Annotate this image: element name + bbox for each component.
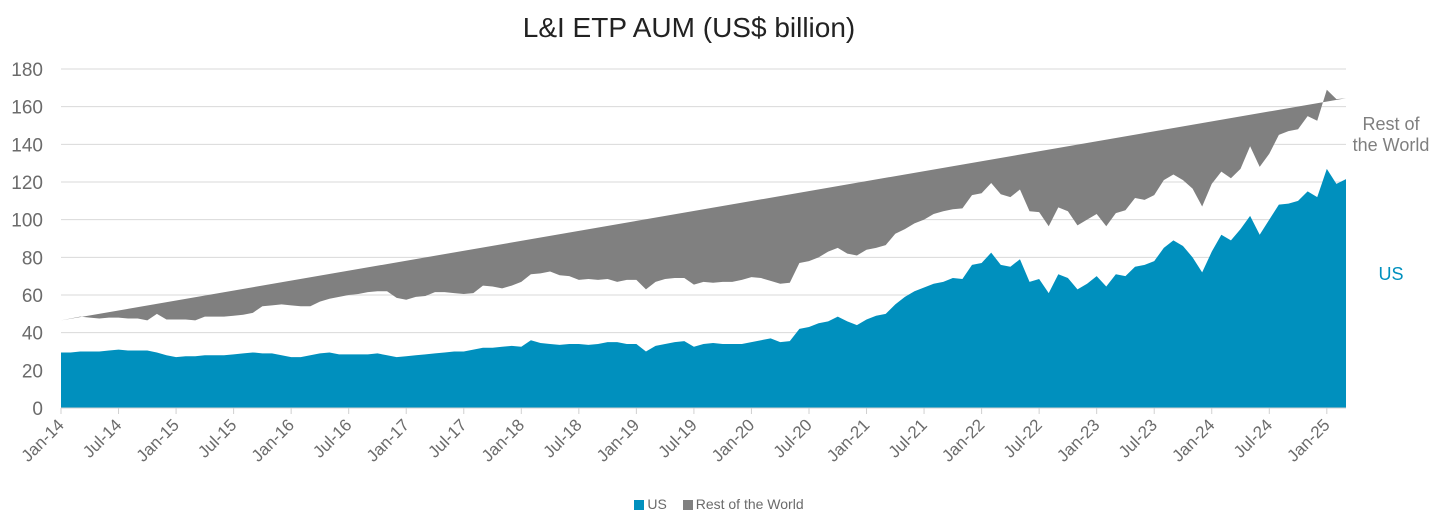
x-tick-label: Jan-15 [133, 415, 183, 465]
x-tick-label: Jul-19 [655, 415, 701, 461]
series-areas [61, 89, 1346, 408]
area-us [61, 168, 1346, 408]
legend: US Rest of the World [0, 496, 1438, 512]
legend-swatch-us [634, 500, 645, 510]
x-tick-label: Jul-20 [770, 415, 816, 461]
x-tick-label: Jul-15 [194, 415, 240, 461]
x-tick-label: Jul-24 [1230, 415, 1276, 461]
area-rest-of-the-world [61, 89, 1346, 321]
legend-label-us: US [647, 496, 667, 512]
y-tick-label: 40 [22, 324, 43, 345]
x-tick-label: Jan-25 [1283, 415, 1333, 465]
x-tick-label: Jul-16 [309, 415, 355, 461]
legend-item-us: US [634, 496, 667, 512]
x-tick-label: Jan-17 [363, 415, 413, 465]
label-rest-of-world-line1: Rest of [1362, 114, 1420, 134]
y-tick-label: 140 [11, 135, 43, 156]
legend-swatch-rest-of-world [682, 500, 693, 510]
label-us: US [1378, 264, 1403, 284]
x-tick-label: Jan-19 [593, 415, 643, 465]
y-tick-label: 0 [32, 399, 43, 420]
y-tick-label: 120 [11, 173, 43, 194]
chart-title: L&I ETP AUM (US$ billion) [522, 12, 856, 43]
legend-item-rest-of-world: Rest of the World [682, 496, 804, 512]
x-tick-label: Jan-23 [1053, 415, 1103, 465]
x-tick-label: Jan-16 [248, 415, 298, 465]
x-axis: Jan-14 Jul-14 Jan-15 Jul-15 Jan-16 Jul-16 Jan-… [18, 407, 1346, 466]
x-tick-label: Jul-23 [1115, 415, 1161, 461]
series-inline-labels: Rest of the World US [1353, 114, 1430, 284]
x-tick-label: Jan-22 [938, 415, 988, 465]
x-tick-label: Jul-14 [79, 415, 125, 461]
label-rest-of-world-line2: the World [1353, 135, 1430, 155]
legend-label-rest-of-world: Rest of the World [695, 496, 804, 512]
x-tick-label: Jul-18 [539, 415, 585, 461]
x-tick-label: Jan-14 [18, 415, 68, 465]
y-tick-label: 20 [22, 361, 43, 382]
x-tick-label: Jul-21 [885, 415, 931, 461]
x-tick-label: Jan-18 [478, 415, 528, 465]
x-tick-label: Jan-24 [1168, 415, 1218, 465]
y-axis: 0 20 40 60 80 100 120 140 160 180 [11, 60, 43, 420]
y-tick-label: 100 [11, 211, 43, 232]
y-tick-label: 160 [11, 98, 43, 119]
y-tick-label: 80 [22, 248, 43, 269]
x-tick-label: Jul-22 [1000, 415, 1046, 461]
y-tick-label: 60 [22, 286, 43, 307]
x-tick-label: Jul-17 [424, 415, 470, 461]
x-tick-label: Jan-20 [708, 415, 758, 465]
x-tick-label: Jan-21 [823, 415, 873, 465]
y-tick-label: 180 [11, 60, 43, 81]
